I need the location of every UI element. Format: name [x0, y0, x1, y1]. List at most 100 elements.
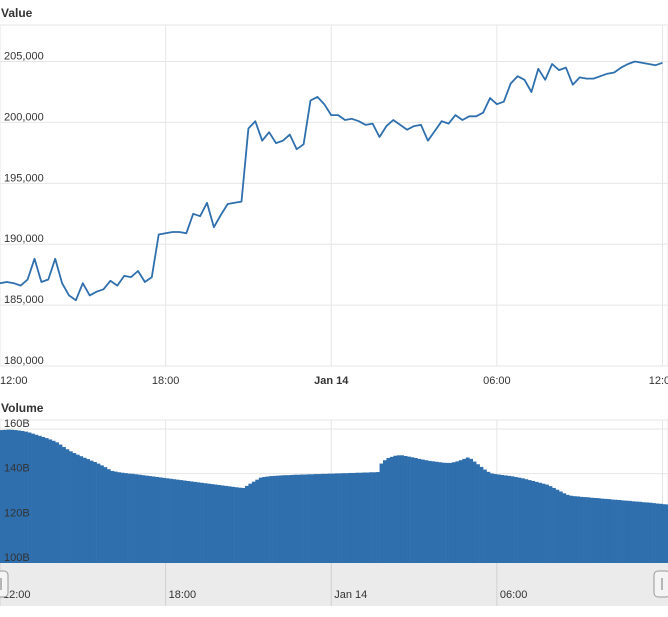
value-chart-title: Value — [1, 6, 33, 20]
volume-bar — [155, 476, 160, 563]
navigator-right-handle[interactable] — [653, 570, 668, 598]
volume-bar — [345, 473, 349, 563]
volume-bar — [331, 473, 335, 564]
volume-bar — [493, 474, 498, 563]
volume-bar — [317, 474, 322, 563]
volume-bar — [455, 461, 460, 563]
volume-bar — [127, 473, 132, 564]
volume-bar — [521, 478, 525, 563]
volume-bar — [614, 499, 618, 563]
volume-bar — [469, 458, 474, 563]
volume-bar — [86, 459, 91, 563]
volume-bar — [48, 439, 53, 563]
value-y-tick-label: 200,000 — [4, 111, 44, 123]
volume-bar — [293, 474, 298, 563]
volume-bar — [255, 479, 260, 563]
volume-bar — [106, 469, 111, 563]
volume-bar — [162, 477, 166, 563]
volume-bar — [538, 482, 543, 563]
volume-bar — [265, 476, 270, 563]
value-series-line — [0, 60, 663, 302]
volume-bar — [179, 480, 184, 563]
volume-bar — [441, 462, 446, 563]
volume-bar — [151, 476, 156, 563]
volume-bar — [407, 456, 411, 563]
volume-y-tick-label: 140B — [4, 463, 30, 475]
volume-bar — [320, 473, 325, 563]
value-gridlines — [0, 24, 668, 367]
volume-bar — [662, 504, 667, 563]
volume-y-tick-label: 160B — [4, 418, 30, 430]
volume-bar — [220, 485, 225, 563]
volume-bar — [241, 487, 246, 563]
volume-bar — [527, 480, 532, 563]
volume-bar — [341, 473, 346, 563]
volume-bar — [438, 462, 442, 563]
volume-bar — [200, 482, 204, 563]
volume-bar — [113, 471, 118, 563]
volume-bar — [165, 478, 170, 563]
volume-bar — [65, 449, 70, 563]
volume-bar — [138, 474, 142, 563]
volume-bar — [590, 497, 594, 563]
navigator-left-handle[interactable] — [0, 570, 9, 598]
volume-bar — [386, 457, 391, 563]
volume-bar — [545, 484, 549, 563]
volume-y-tick-label: 100B — [4, 552, 30, 564]
volume-bar — [486, 471, 491, 563]
volume-bar — [17, 430, 21, 563]
volume-bar — [562, 493, 567, 563]
volume-bar — [531, 481, 536, 563]
volume-bar — [117, 472, 122, 563]
volume-bar — [600, 498, 605, 563]
volume-bar — [182, 480, 187, 563]
volume-bar — [372, 472, 377, 563]
volume-bar — [6, 429, 11, 563]
volume-bar — [434, 461, 439, 563]
navigator-gridlines — [0, 563, 498, 606]
volume-bar — [289, 474, 294, 563]
volume-bar — [27, 432, 32, 563]
volume-bar — [365, 472, 370, 563]
volume-bar — [621, 500, 625, 563]
volume-bar — [610, 499, 615, 563]
volume-bar — [258, 477, 263, 563]
volume-bar — [483, 469, 487, 563]
volume-bar — [376, 472, 380, 563]
volume-bar — [565, 494, 570, 563]
volume-bar — [72, 453, 77, 563]
volume-bar — [458, 460, 463, 563]
volume-bar — [500, 474, 505, 563]
value-x-tick-label: 12:00 — [0, 375, 28, 387]
volume-bar — [596, 498, 601, 563]
value-y-tick-label: 205,000 — [4, 51, 44, 63]
volume-bar — [448, 462, 453, 563]
volume-bar — [479, 466, 484, 563]
volume-bar — [93, 462, 97, 563]
volume-bar — [514, 476, 518, 563]
volume-bar — [62, 447, 66, 563]
volume-bar — [496, 474, 501, 563]
volume-bar — [631, 501, 636, 563]
volume-bar — [262, 476, 266, 563]
volume-bar — [327, 473, 332, 564]
volume-bar — [452, 462, 456, 563]
volume-bar — [369, 472, 373, 563]
volume-bar — [324, 473, 329, 563]
volume-bar — [569, 495, 574, 563]
volume-bar — [583, 497, 587, 563]
volume-bar — [393, 455, 398, 563]
navigator-x-tick-label: Jan 14 — [334, 589, 367, 601]
volume-bar — [517, 477, 522, 563]
volume-bar — [638, 501, 643, 563]
volume-bar — [462, 458, 467, 563]
volume-bar — [79, 456, 84, 563]
volume-bar — [272, 475, 277, 563]
volume-bar — [124, 473, 128, 563]
volume-bar — [655, 503, 660, 563]
volume-bar — [269, 476, 273, 563]
volume-bar — [472, 461, 477, 563]
volume-bar — [627, 500, 632, 563]
volume-bar — [362, 472, 367, 563]
